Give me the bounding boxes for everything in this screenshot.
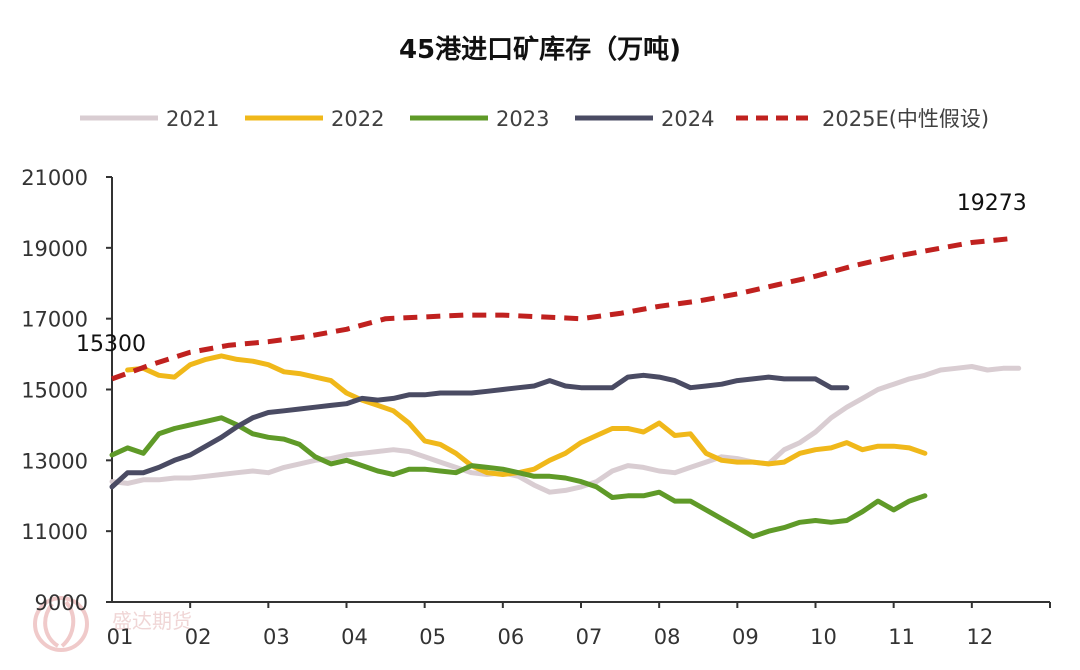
series-line-2025e <box>111 235 1016 382</box>
series-line-2022 <box>125 353 928 477</box>
legend-item-2021: 2021 <box>80 107 219 131</box>
y-tick-label: 11000 <box>21 520 88 544</box>
y-tick-label: 19000 <box>21 237 88 261</box>
x-tick-label: 09 <box>732 625 759 649</box>
series-line-2021 <box>109 364 1022 495</box>
axes: 9000 11000 13000 15000 17000 19000 21000 01 02 03… <box>21 166 1051 649</box>
series-line-2023 <box>109 415 928 539</box>
legend-item-2022: 2022 <box>245 107 384 131</box>
x-tick-label: 01 <box>107 625 134 649</box>
legend-label: 2021 <box>166 107 219 131</box>
x-tick-label: 03 <box>263 625 290 649</box>
series-layer <box>109 235 1022 539</box>
data-label-15300: 15300 <box>76 332 146 357</box>
x-tick-label: 08 <box>654 625 681 649</box>
data-label-19273: 19273 <box>957 191 1027 216</box>
x-tick-label: 12 <box>966 625 993 649</box>
legend-label: 2023 <box>496 107 549 131</box>
x-tick-label: 06 <box>497 625 524 649</box>
legend-item-2025e: 2025E(中性假设) <box>736 107 989 131</box>
legend-item-2024: 2024 <box>575 107 714 131</box>
y-tick-label: 21000 <box>21 166 88 190</box>
watermark: 盛达期货 <box>33 596 192 652</box>
x-tick-label: 04 <box>341 625 368 649</box>
legend-label: 2025E(中性假设) <box>822 107 989 131</box>
x-tick-label: 10 <box>810 625 837 649</box>
legend-item-2023: 2023 <box>410 107 549 131</box>
series-line-2024 <box>109 372 850 490</box>
y-tick-label: 15000 <box>21 379 88 403</box>
legend-label: 2024 <box>661 107 714 131</box>
data-labels: 15300 19273 <box>76 191 1027 357</box>
y-tick-label: 17000 <box>21 308 88 332</box>
y-tick-label: 13000 <box>21 449 88 473</box>
x-tick-label: 05 <box>419 625 446 649</box>
x-tick-label: 02 <box>185 625 212 649</box>
watermark-logo-icon <box>33 596 89 652</box>
x-tick-label: 07 <box>576 625 603 649</box>
legend: 2021 2022 2023 2024 2025E(中性假设) <box>80 107 989 131</box>
watermark-text: 盛达期货 <box>112 609 192 633</box>
legend-label: 2022 <box>331 107 384 131</box>
x-tick-label: 11 <box>888 625 915 649</box>
chart-title: 45港进口矿库存（万吨) <box>399 34 681 65</box>
y-tick-label: 9000 <box>35 591 88 615</box>
